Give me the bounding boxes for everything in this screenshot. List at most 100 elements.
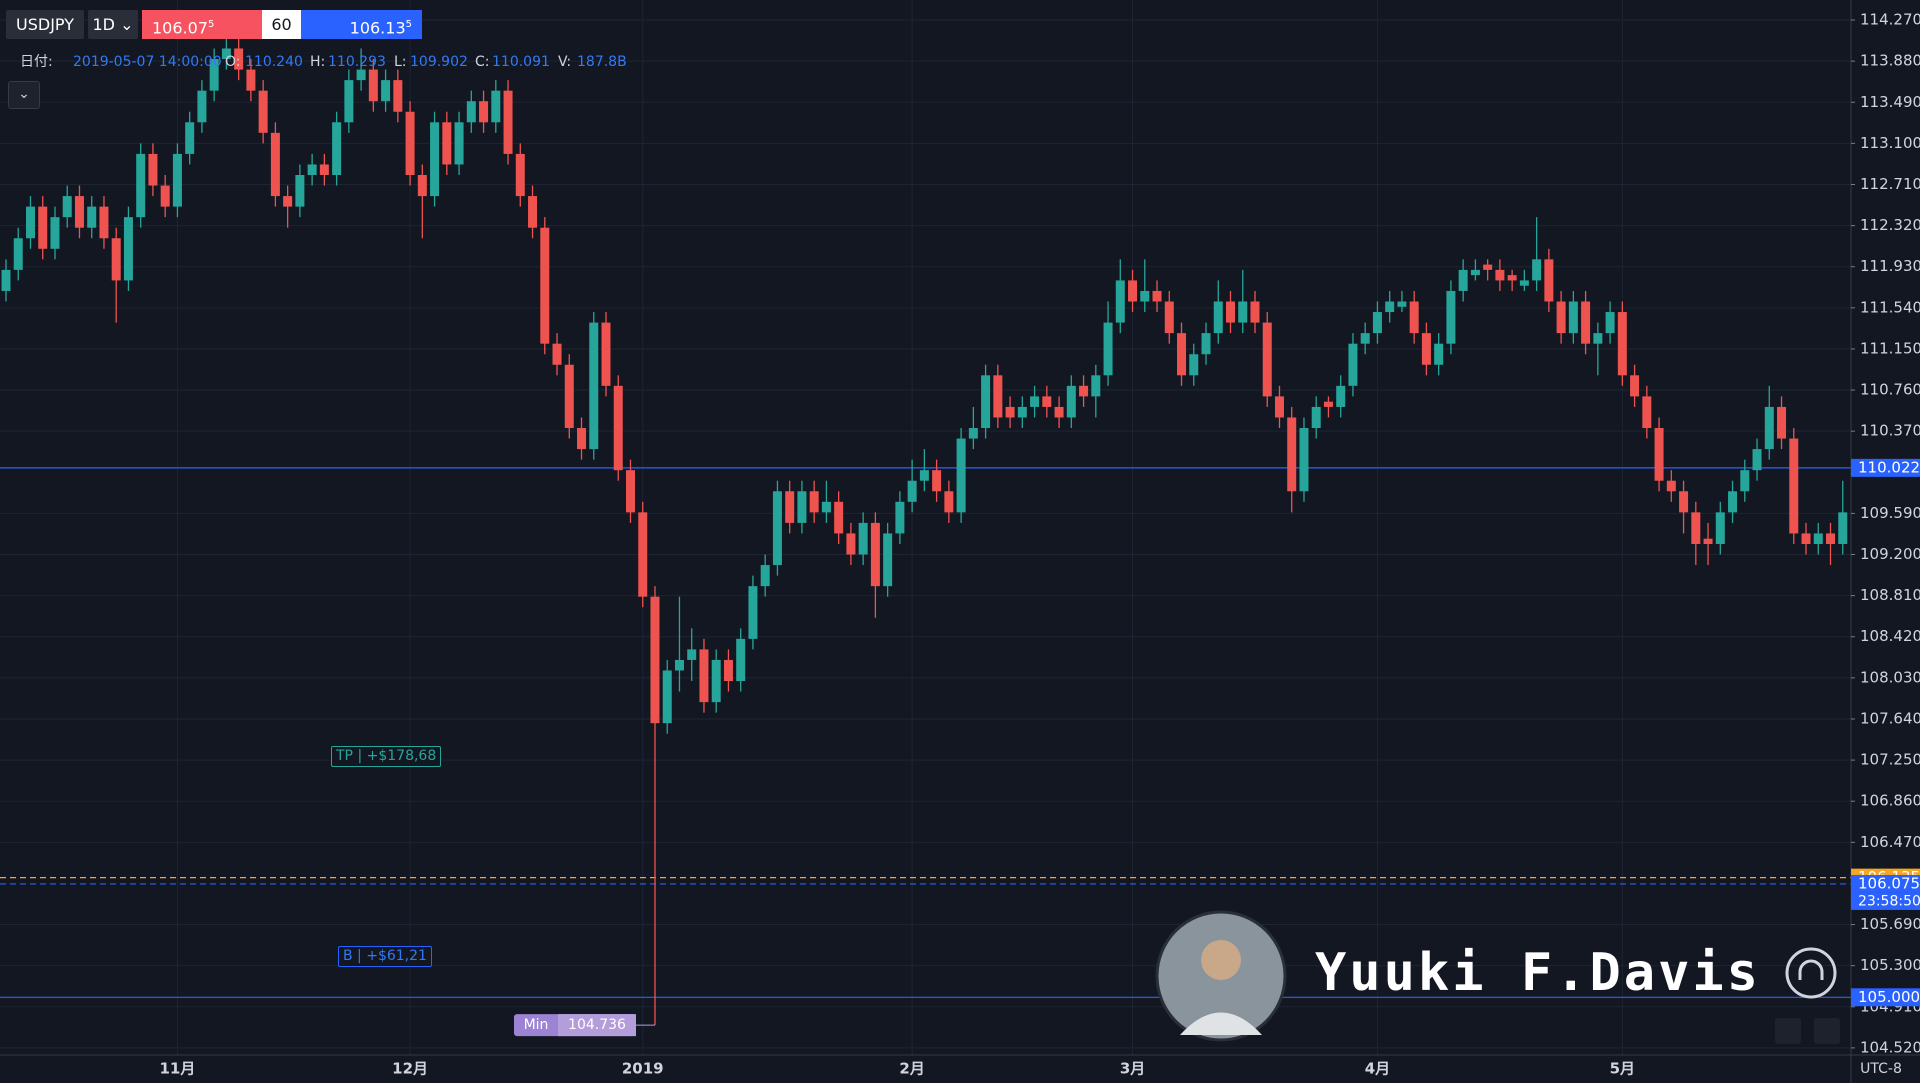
candle-body <box>332 122 342 175</box>
candle-body <box>1152 290 1162 302</box>
candle-body <box>932 470 942 492</box>
candle-body <box>1017 406 1027 418</box>
candle-body <box>1201 333 1211 355</box>
candle-body <box>1250 301 1260 323</box>
candle-body <box>74 196 84 228</box>
candle-body <box>221 48 231 60</box>
candle-body <box>1385 301 1395 313</box>
candle-body <box>1630 375 1640 397</box>
candle-body <box>1164 301 1174 334</box>
y-tick-label: 111.930 <box>1860 257 1920 275</box>
symbol[interactable]: USDJPY <box>6 10 84 39</box>
y-tick-label: 108.810 <box>1860 586 1920 604</box>
candle-body <box>1372 312 1382 334</box>
candle-body <box>1826 533 1836 544</box>
min-value: 104.736 <box>568 1017 626 1033</box>
candle-body <box>736 638 746 682</box>
buy-position-tag[interactable]: B | +$61,21 <box>338 946 432 967</box>
y-tick-label: 114.270 <box>1860 11 1920 29</box>
buy-price-sup: 5 <box>405 19 412 30</box>
candle-body <box>136 153 146 218</box>
audio-icon <box>1798 959 1824 980</box>
candle-body <box>62 196 72 218</box>
candle-body <box>662 670 672 724</box>
candle-body <box>1066 385 1076 418</box>
candle-body <box>772 491 782 566</box>
y-tick-label: 113.490 <box>1860 93 1920 111</box>
candle-body <box>454 122 464 165</box>
candle-body <box>1752 449 1762 471</box>
sell-button[interactable]: 106.075 <box>142 10 262 39</box>
candle-body <box>1642 396 1652 429</box>
audio-button[interactable] <box>1785 947 1837 999</box>
candle-body <box>479 101 489 123</box>
interval-text: 1D <box>92 15 116 34</box>
candle-body <box>1764 406 1774 450</box>
candle-body <box>968 428 978 439</box>
candle-body <box>1617 312 1627 376</box>
candle-body <box>111 238 121 281</box>
y-tick-label: 111.150 <box>1860 339 1920 357</box>
date-label: 日付: <box>20 54 53 70</box>
candle-body <box>234 48 244 70</box>
candle-body <box>270 132 280 197</box>
volume-value: 187.8B <box>577 54 627 70</box>
candle-body <box>1666 480 1676 492</box>
candle-body <box>1507 275 1517 281</box>
watermark: Yuuki F.Davis <box>1315 943 1761 1003</box>
candle-body <box>1177 333 1187 376</box>
tool-button[interactable] <box>1775 1018 1801 1044</box>
y-tick-label: 112.710 <box>1860 175 1920 193</box>
candle-body <box>723 659 733 682</box>
low-label: L: <box>394 54 407 70</box>
high-label: H: <box>310 54 326 70</box>
price-tag <box>1851 988 1920 1007</box>
buy-button[interactable]: 106.135 <box>301 10 422 39</box>
candle-body <box>25 206 35 239</box>
candle-body <box>1238 301 1248 323</box>
candle-body <box>246 69 256 91</box>
open-value: 110.240 <box>245 54 303 70</box>
candle-body <box>417 175 427 197</box>
candle-body <box>1556 301 1566 334</box>
candle-body <box>650 596 660 724</box>
candle-body <box>38 206 48 249</box>
x-tick-label: 2019 <box>622 1060 664 1078</box>
low-value: 109.902 <box>410 54 468 70</box>
y-tick-label: 110.370 <box>1860 422 1920 440</box>
candle-body <box>442 122 452 165</box>
candle-body <box>1740 470 1750 492</box>
candle-body <box>99 206 109 239</box>
candle-body <box>1336 385 1346 407</box>
candle-body <box>1532 259 1542 281</box>
candle-body <box>699 649 709 703</box>
candle-body <box>760 565 770 587</box>
candle-body <box>528 196 538 228</box>
candle-body <box>919 470 929 481</box>
candle-body <box>405 111 415 175</box>
candle-body <box>809 491 819 513</box>
candle-body <box>1691 512 1701 544</box>
interval[interactable]: 1D ⌄ <box>88 10 138 39</box>
candle-body <box>907 480 917 502</box>
auto-scale-button[interactable] <box>1814 1018 1840 1044</box>
close-label: C: <box>475 54 490 70</box>
y-tick-label: 111.540 <box>1860 298 1920 316</box>
candle-body <box>625 470 635 513</box>
candle-body <box>552 343 562 365</box>
candle-body <box>870 522 880 587</box>
candle-body <box>319 164 329 175</box>
candle-body <box>1213 301 1223 334</box>
x-tick-label: 12月 <box>392 1060 428 1078</box>
candle-body <box>1519 280 1529 286</box>
candle-body <box>430 122 440 197</box>
buy-position-value: +$61,21 <box>366 948 427 964</box>
take-profit-tag[interactable]: TP | +$178,68 <box>331 746 442 767</box>
candle-body <box>295 175 305 207</box>
candle-body <box>1581 301 1591 344</box>
candle-body <box>197 90 207 123</box>
y-tick-label: 107.250 <box>1860 751 1920 769</box>
candle-body <box>1446 290 1456 344</box>
collapse-button[interactable]: ⌄ <box>8 81 40 109</box>
